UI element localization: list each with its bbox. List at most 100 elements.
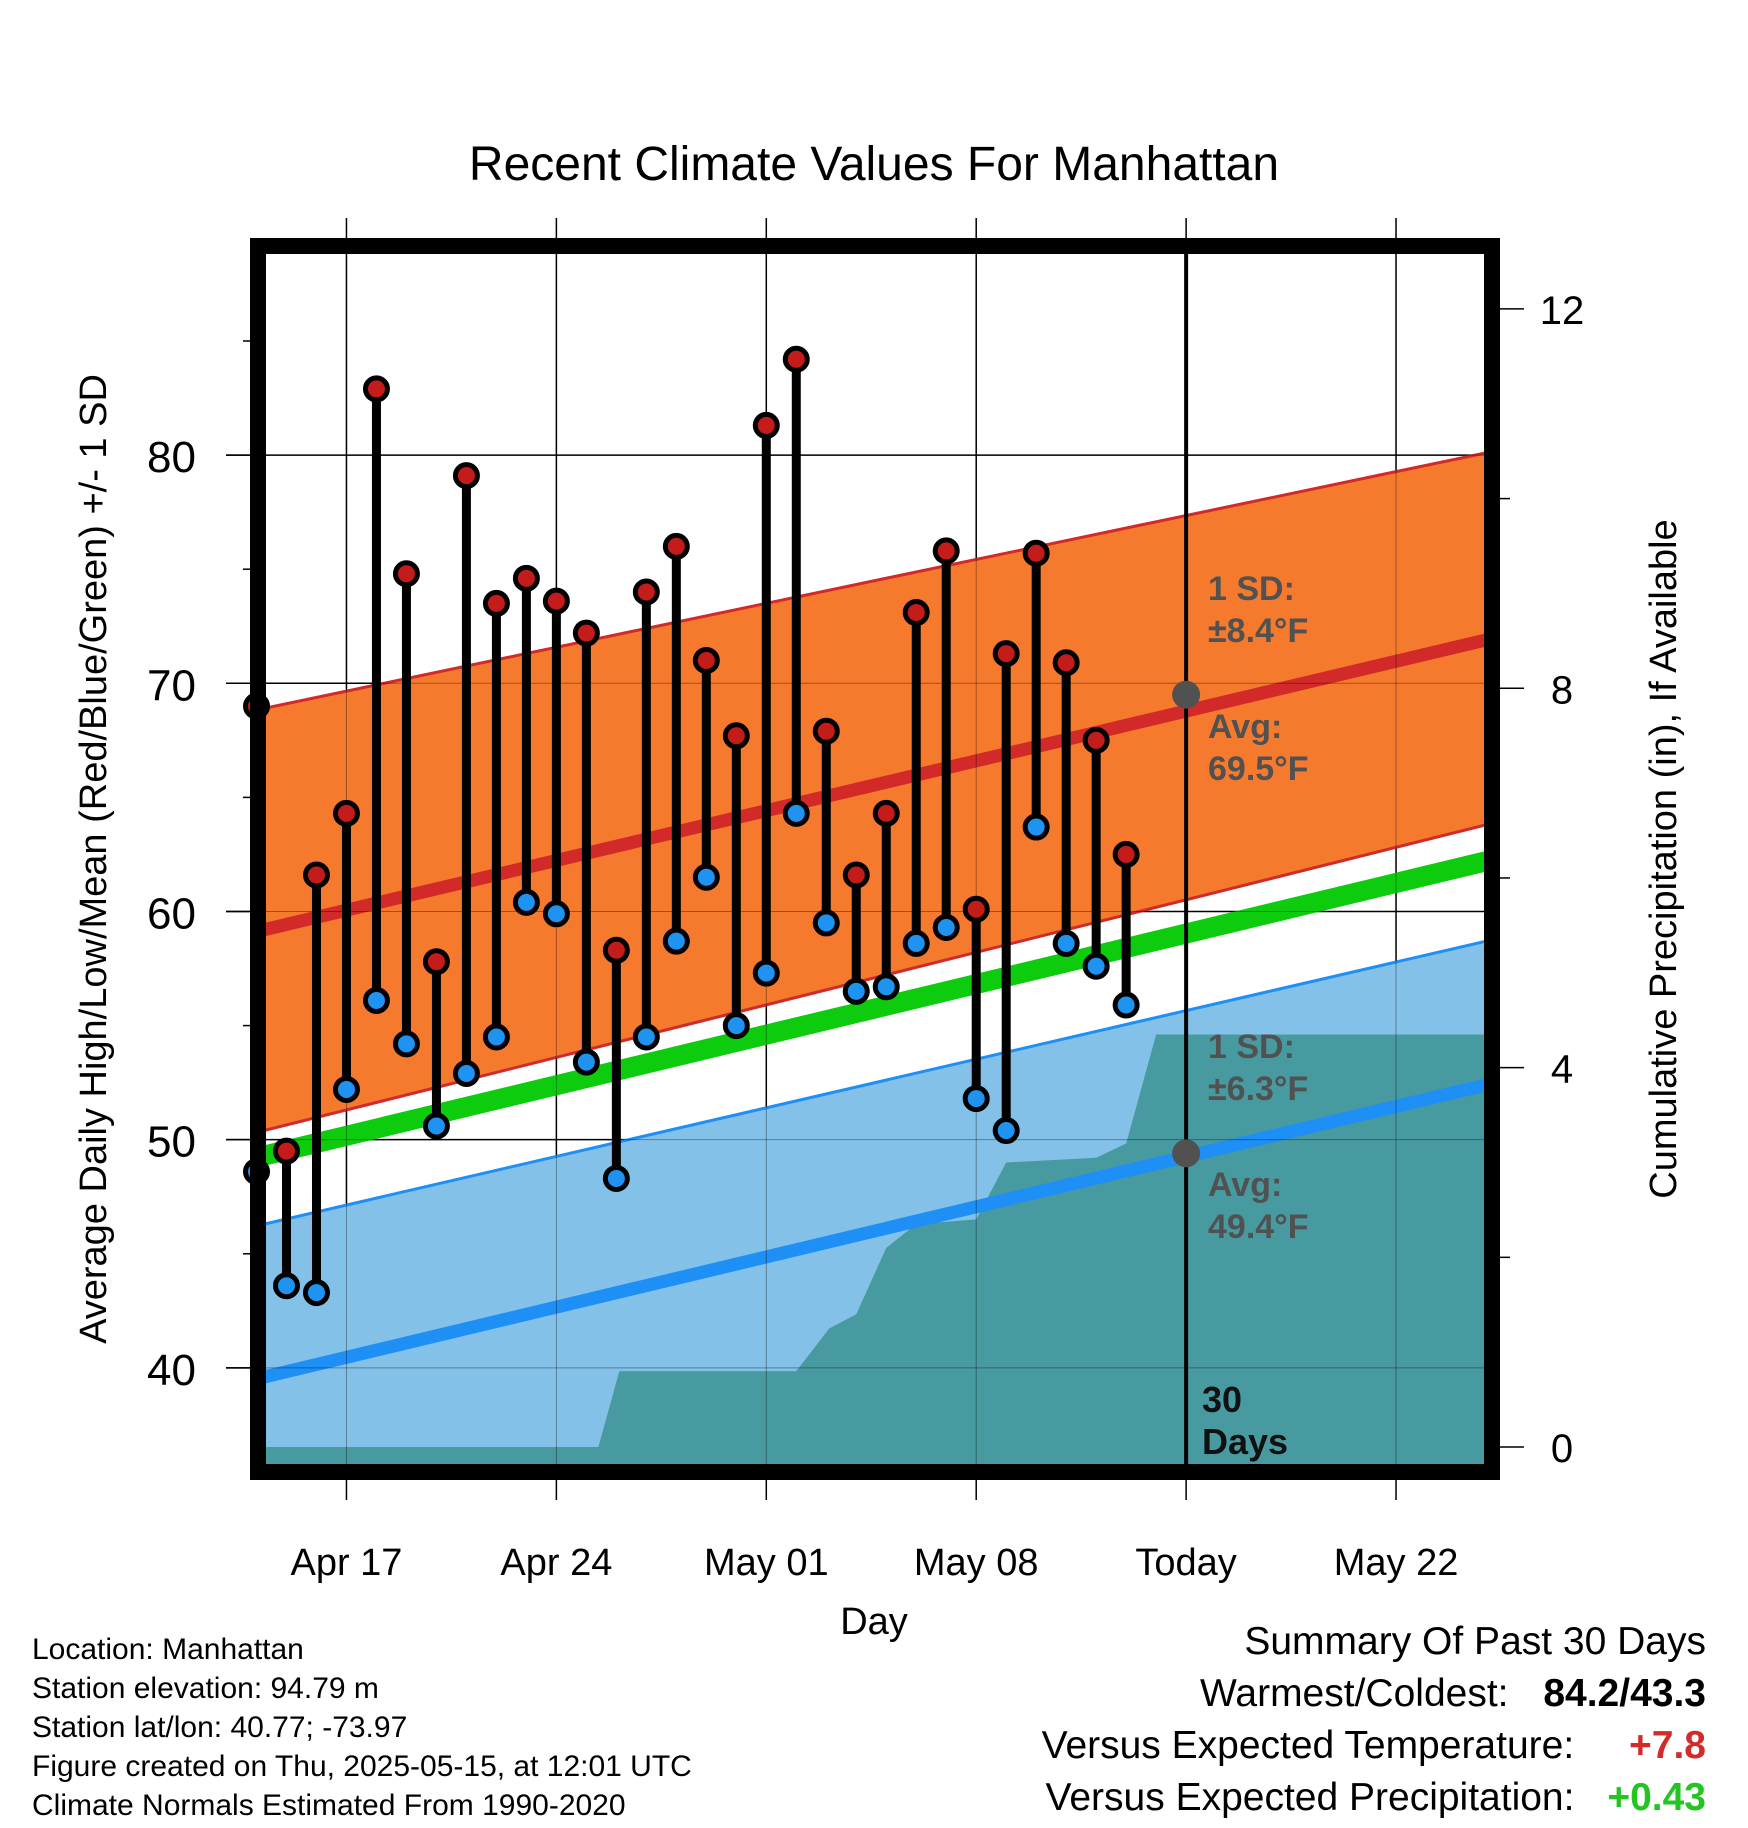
x-tick-label: Today	[1135, 1542, 1236, 1584]
left-tick-label: 70	[147, 661, 196, 710]
high-temp-marker	[542, 587, 570, 615]
low-temp-marker	[782, 799, 810, 827]
high-temp-marker	[902, 599, 930, 627]
left-tick-label: 40	[147, 1346, 196, 1395]
station-metadata: Location: Manhattan Station elevation: 9…	[32, 1630, 692, 1825]
right-tick-label: 4	[1551, 1048, 1573, 1092]
high-sd-value: ±8.4°F	[1208, 612, 1308, 650]
high-avg-value: 69.5°F	[1208, 750, 1309, 788]
high-temp-marker	[632, 578, 660, 606]
low-temp-marker	[752, 959, 780, 987]
low-avg-marker	[1172, 1139, 1201, 1168]
meta-normals: Climate Normals Estimated From 1990-2020	[32, 1789, 626, 1822]
low-temp-marker	[1052, 929, 1080, 957]
x-tick-label: Apr 17	[290, 1542, 402, 1584]
low-temp-marker	[332, 1075, 360, 1103]
high-temp-marker	[932, 537, 960, 565]
high-temp-marker	[452, 462, 480, 490]
low-temp-marker	[902, 929, 930, 957]
high-temp-marker	[302, 861, 330, 889]
low-temp-marker	[722, 1012, 750, 1040]
low-temp-marker	[482, 1023, 510, 1051]
high-temp-marker	[662, 532, 690, 560]
high-sd-label: 1 SD:	[1208, 570, 1295, 608]
meta-created: Figure created on Thu, 2025-05-15, at 12…	[32, 1750, 692, 1783]
high-temp-marker	[512, 564, 540, 592]
high-temp-marker	[572, 619, 600, 647]
right-axis-label: Cumulative Precipitation (in), If Availa…	[1643, 519, 1685, 1198]
high-temp-marker	[362, 375, 390, 403]
high-avg-marker	[1172, 680, 1201, 709]
low-sd-value: ±6.3°F	[1208, 1070, 1308, 1108]
normal-low-mean-line	[264, 1078, 1486, 1384]
meta-latlon: Station lat/lon: 40.77; -73.97	[32, 1711, 408, 1744]
low-temp-marker	[392, 1030, 420, 1058]
left-tick-label: 60	[147, 889, 196, 938]
left-tick-label: 80	[147, 433, 196, 482]
normal-high-sd-band	[264, 452, 1486, 1131]
low-temp-marker	[542, 900, 570, 928]
low-temp-marker	[872, 973, 900, 1001]
left-axis: 40 50 60 70 80	[147, 340, 250, 1395]
high-temp-marker	[992, 640, 1020, 668]
low-temp-marker	[812, 909, 840, 937]
days-label: 30 Days	[1202, 1379, 1288, 1462]
x-axis: Apr 17 Apr 24 May 01 May 08 Today May 22	[290, 1542, 1458, 1584]
low-temp-marker	[302, 1279, 330, 1307]
high-temp-marker	[692, 646, 720, 674]
low-avg-value: 49.4°F	[1208, 1208, 1309, 1246]
low-temp-marker	[962, 1085, 990, 1113]
high-temp-marker	[782, 345, 810, 373]
low-temp-marker	[992, 1117, 1020, 1145]
low-temp-marker	[932, 913, 960, 941]
low-temp-marker	[452, 1060, 480, 1088]
normal-mean-line	[264, 851, 1486, 1166]
low-temp-marker	[362, 986, 390, 1014]
low-sd-label: 1 SD:	[1208, 1028, 1295, 1066]
meta-location: Location: Manhattan	[32, 1633, 304, 1666]
low-temp-marker	[1082, 952, 1110, 980]
daily-markers	[243, 345, 1140, 1307]
high-temp-marker	[1052, 649, 1080, 677]
low-temp-marker	[272, 1272, 300, 1300]
plot-frame	[250, 238, 1500, 1480]
high-temp-marker	[812, 717, 840, 745]
low-temp-marker	[662, 927, 690, 955]
low-annotation: 1 SD: ±6.3°F Avg: 49.4°F	[1208, 1028, 1309, 1246]
high-temp-marker	[482, 589, 510, 617]
high-temp-marker	[722, 722, 750, 750]
low-temp-marker	[692, 863, 720, 891]
days-word: Days	[1202, 1421, 1288, 1462]
high-temp-marker	[872, 799, 900, 827]
low-temp-marker	[632, 1023, 660, 1051]
right-tick-label: 8	[1551, 668, 1573, 712]
low-temp-marker	[422, 1112, 450, 1140]
normal-low-upper-edge	[264, 939, 1486, 1226]
high-temp-marker	[962, 895, 990, 923]
low-temp-marker	[1022, 813, 1050, 841]
meta-elevation: Station elevation: 94.79 m	[32, 1672, 379, 1705]
low-temp-marker	[512, 888, 540, 916]
chart-title: Recent Climate Values For Manhattan	[469, 138, 1279, 191]
high-temp-marker	[602, 936, 630, 964]
high-temp-marker	[1022, 539, 1050, 567]
high-temp-marker	[842, 861, 870, 889]
high-temp-marker	[332, 799, 360, 827]
high-temp-marker	[752, 411, 780, 439]
days-count: 30	[1202, 1379, 1242, 1420]
high-avg-label: Avg:	[1208, 708, 1282, 746]
high-temp-marker	[422, 948, 450, 976]
high-temp-marker	[272, 1137, 300, 1165]
low-temp-marker	[602, 1164, 630, 1192]
low-temp-marker	[842, 977, 870, 1005]
daily-range-stems	[252, 359, 1131, 1293]
x-tick-label: May 22	[1334, 1542, 1459, 1584]
high-annotation: 1 SD: ±8.4°F Avg: 69.5°F	[1208, 570, 1309, 788]
x-tick-label: May 08	[914, 1542, 1039, 1584]
high-temp-marker	[1082, 726, 1110, 754]
x-axis-label: Day	[840, 1601, 908, 1643]
low-avg-label: Avg:	[1208, 1166, 1282, 1204]
low-temp-marker	[1112, 991, 1140, 1019]
high-temp-marker	[392, 560, 420, 588]
